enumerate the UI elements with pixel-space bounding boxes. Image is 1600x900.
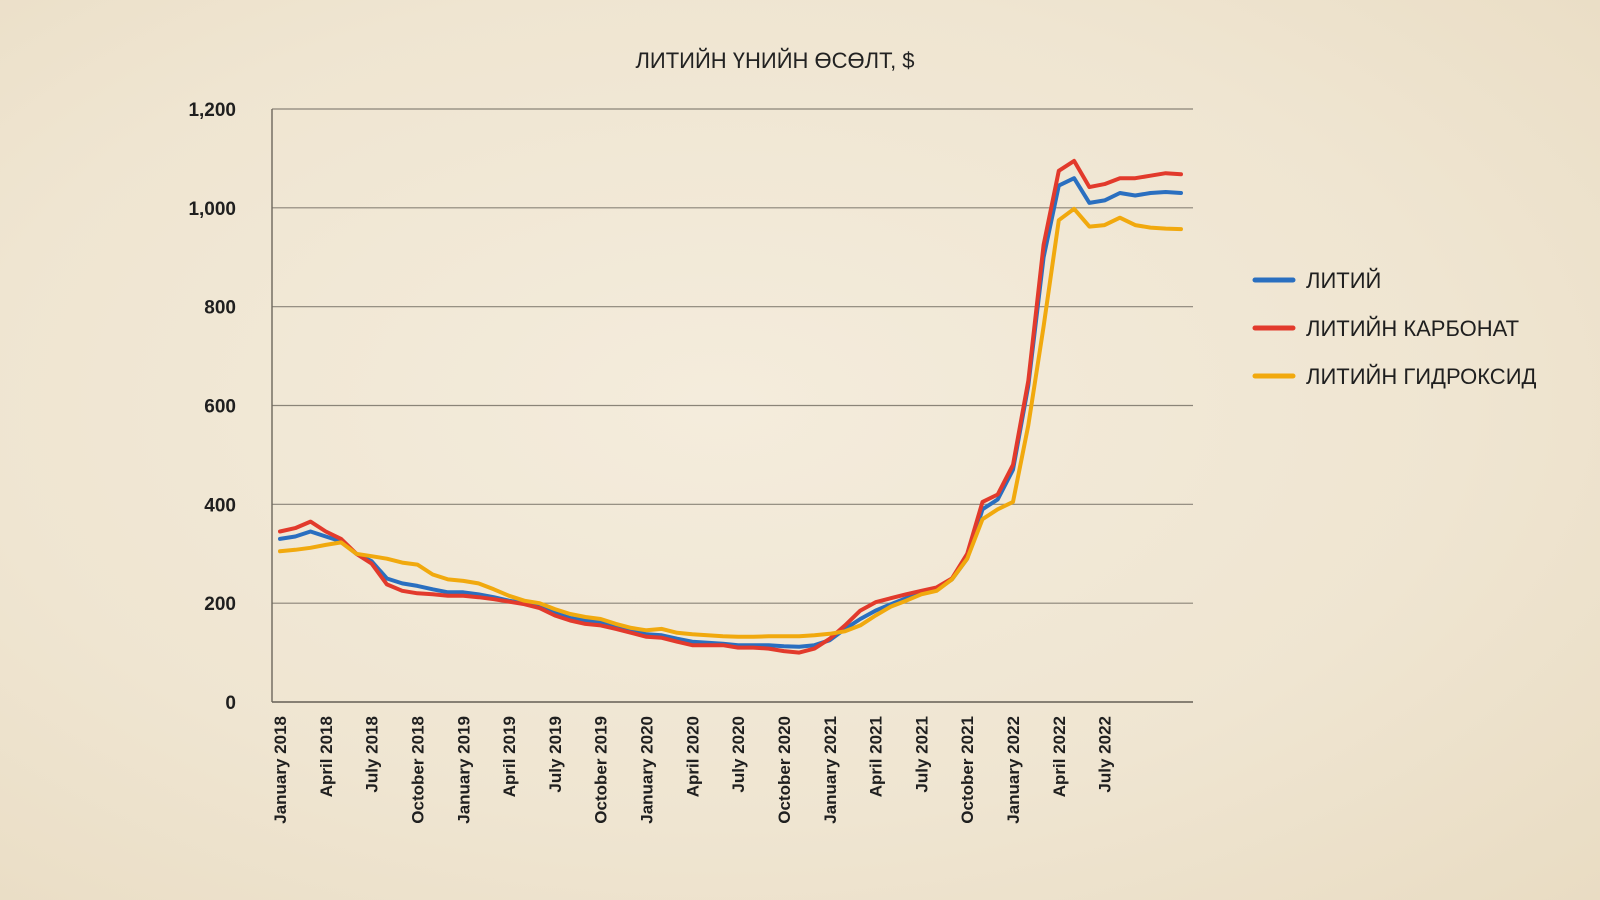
x-tick-label: January 2019 <box>454 716 473 824</box>
series-line-1 <box>278 176 1183 649</box>
x-tick-label: April 2020 <box>683 716 702 797</box>
legend: ЛИТИЙ ЛИТИЙН КАРБОНАТ ЛИТИЙН ГИДРОКСИД <box>1252 268 1537 389</box>
legend-label: ЛИТИЙН КАРБОНАТ <box>1306 316 1519 341</box>
x-tick-label: July 2020 <box>729 716 748 793</box>
y-tick-label: 200 <box>204 594 236 615</box>
x-axis-ticks: January 2018 April 2018 July 2018 October 2… <box>271 716 1115 824</box>
series-lines <box>278 158 1183 655</box>
x-tick-label: January 2018 <box>271 716 290 824</box>
x-tick-label: January 2021 <box>821 716 840 824</box>
legend-label: ЛИТИЙН ГИДРОКСИД <box>1306 364 1537 389</box>
y-tick-label: 800 <box>204 298 236 319</box>
x-tick-label: October 2021 <box>958 716 977 824</box>
y-axis-ticks: 0 200 400 600 800 1,000 1,200 <box>188 100 236 714</box>
x-tick-label: April 2019 <box>500 716 519 797</box>
x-tick-label: October 2020 <box>775 716 794 824</box>
y-tick-label: 1,000 <box>188 199 236 220</box>
x-tick-label: October 2019 <box>592 716 611 824</box>
grid-lines <box>271 108 1193 703</box>
x-tick-label: July 2019 <box>546 716 565 793</box>
chart-title: ЛИТИЙН ҮНИЙН ӨСӨЛТ, $ <box>635 48 914 73</box>
y-tick-label: 1,200 <box>188 100 236 121</box>
x-tick-label: July 2018 <box>363 716 382 793</box>
x-tick-label: April 2022 <box>1050 716 1069 797</box>
y-tick-label: 400 <box>204 495 236 516</box>
x-tick-label: October 2018 <box>408 716 427 824</box>
legend-label: ЛИТИЙ <box>1306 268 1381 293</box>
x-tick-label: April 2021 <box>867 716 886 797</box>
x-tick-label: July 2021 <box>912 716 931 793</box>
y-tick-label: 600 <box>204 397 236 418</box>
series-line-3 <box>278 206 1183 639</box>
x-tick-label: July 2022 <box>1096 716 1115 793</box>
y-tick-label: 0 <box>225 693 236 714</box>
x-tick-label: January 2022 <box>1004 716 1023 824</box>
series-line-2 <box>278 158 1183 655</box>
x-tick-label: January 2020 <box>638 716 657 824</box>
x-tick-label: April 2018 <box>317 716 336 797</box>
